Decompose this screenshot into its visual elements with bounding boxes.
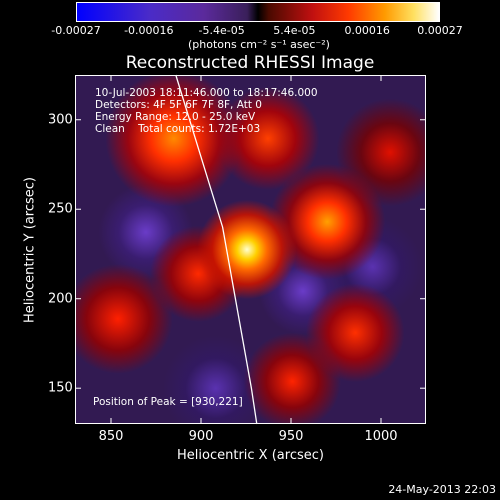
colorbar-tick-label: 5.4e-05 bbox=[273, 24, 316, 37]
chart-title: Reconstructed RHESSI Image bbox=[125, 53, 375, 73]
axis-tick-marks bbox=[75, 75, 426, 424]
x-tick-label: 1000 bbox=[364, 429, 398, 444]
colorbar-tick-label: -0.00027 bbox=[51, 24, 101, 37]
colorbar-tick-label: -5.4e-05 bbox=[198, 24, 245, 37]
x-tick-label: 950 bbox=[278, 429, 304, 444]
x-tick-label: 850 bbox=[98, 429, 124, 444]
plot-info: 10-Jul-2003 18:11:46.000 to 18:17:46.000… bbox=[95, 87, 318, 135]
solar-limb-line bbox=[175, 74, 258, 425]
peak-position-label: Position of Peak = [930,221] bbox=[93, 396, 243, 408]
y-tick-label: 250 bbox=[48, 201, 73, 217]
colorbar-unit: (photons cm⁻² s⁻¹ asec⁻²) bbox=[188, 38, 330, 51]
x-axis-label: Heliocentric X (arcsec) bbox=[177, 448, 324, 463]
y-tick-label: 150 bbox=[48, 380, 73, 396]
info-total-counts: Clean Total counts: 1.72E+03 bbox=[95, 123, 261, 135]
info-time-range: 10-Jul-2003 18:11:46.000 to 18:17:46.000 bbox=[95, 87, 318, 99]
heatmap-plot-area bbox=[75, 75, 426, 424]
colorbar-tick-label: 0.00016 bbox=[344, 24, 390, 37]
y-tick-label: 300 bbox=[48, 112, 73, 128]
info-energy-range: Energy Range: 12.0 - 25.0 keV bbox=[95, 111, 256, 123]
y-axis-label: Heliocentric Y (arcsec) bbox=[22, 177, 38, 323]
info-detectors: Detectors: 4F 5F 6F 7F 8F, Att 0 bbox=[95, 99, 262, 111]
y-tick-label: 200 bbox=[48, 291, 73, 307]
colorbar-tick-label: 0.00027 bbox=[417, 24, 463, 37]
footer-timestamp: 24-May-2013 22:03 bbox=[388, 483, 496, 496]
x-tick-label: 900 bbox=[188, 429, 214, 444]
colorbar-tick-label: -0.00016 bbox=[124, 24, 174, 37]
colorbar bbox=[76, 2, 440, 22]
